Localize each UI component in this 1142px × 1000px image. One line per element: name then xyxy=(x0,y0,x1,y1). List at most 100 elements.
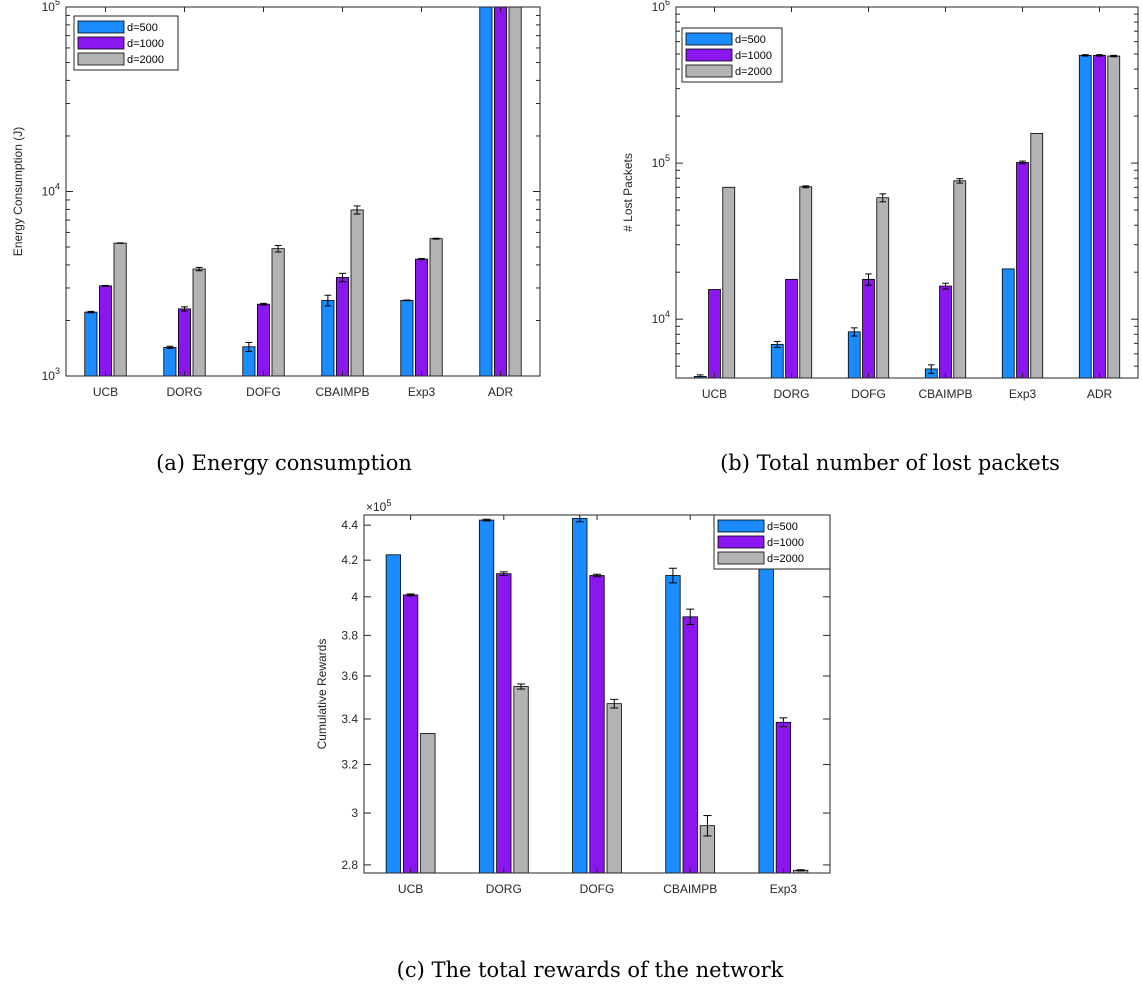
bar-dofg-d1000 xyxy=(256,303,271,377)
error-bar xyxy=(516,683,526,690)
legend: d=500 d=1000 d=2000 xyxy=(681,27,783,83)
x-tick-label: DOFG xyxy=(246,385,281,399)
figure-caption: (a) Energy consumption xyxy=(156,451,412,475)
y-tick-label: 103 xyxy=(42,366,60,383)
error-bar xyxy=(865,273,872,286)
x-tick-label: CBAIMPB xyxy=(663,882,717,896)
y-tick-label: 105 xyxy=(652,153,670,170)
bar-cbaimpb-d1000 xyxy=(335,277,350,377)
bar-cbaimpb-d1000 xyxy=(682,616,698,874)
x-tick-label: DORG xyxy=(167,385,203,399)
legend-swatch xyxy=(77,36,125,50)
legend-entry: d=500 xyxy=(735,34,766,46)
bar-cbaimpb-d1000 xyxy=(939,285,952,379)
bar-exp3-d2000 xyxy=(429,238,443,377)
error-bar xyxy=(796,869,805,872)
y-axis-label: Cumulative Rewards xyxy=(315,639,329,750)
bar-ucb-d1000 xyxy=(98,285,113,377)
error-bar xyxy=(102,284,109,287)
bar-adr-d500 xyxy=(1078,54,1092,379)
x-tick-label: ADR xyxy=(488,385,514,399)
error-bar xyxy=(432,237,440,240)
bar-ucb-d500 xyxy=(84,311,98,377)
legend-swatch xyxy=(717,551,765,565)
chart-cumulative-rewards: UCB DORG DOFG CBAIMPB Exp3 2.8 3 3.2 3.4 3.6 3.8 4 4… xyxy=(315,498,831,982)
y-tick-label: 4.4 xyxy=(341,518,358,532)
bar-exp3-d500 xyxy=(758,555,774,874)
error-bar xyxy=(956,178,964,184)
error-bar xyxy=(850,327,858,337)
bar-adr-d2000 xyxy=(508,6,522,377)
x-tick-label: CBAIMPB xyxy=(315,385,369,399)
bar-dorg-d1000 xyxy=(785,278,798,379)
plot-frame xyxy=(675,6,1139,379)
error-bar xyxy=(245,341,253,352)
error-bar xyxy=(260,302,267,306)
legend-entry: d=2000 xyxy=(767,553,804,565)
y-tick-label: 106 xyxy=(652,0,670,14)
legend-entry: d=500 xyxy=(767,521,798,533)
bar-ucb-d2000 xyxy=(113,242,127,377)
bar-exp3-d500 xyxy=(1001,268,1015,379)
bar-exp3-d2000 xyxy=(1030,132,1044,379)
bar-exp3-d500 xyxy=(400,299,414,377)
bar-adr-d1000 xyxy=(493,6,508,377)
legend: d=500 d=1000 d=2000 xyxy=(713,514,831,570)
error-bar xyxy=(592,573,602,578)
legend-entry: d=1000 xyxy=(767,537,804,549)
y-exponent-label: ×105 xyxy=(366,498,391,514)
legend-entry: d=1000 xyxy=(127,38,164,50)
error-bar xyxy=(1081,54,1089,57)
bar-exp3-d1000 xyxy=(1016,162,1029,379)
figure-caption: (c) The total rewards of the network xyxy=(397,958,784,982)
chart-energy-consumption: UCB DORG DOFG CBAIMPB Exp3 ADR 103 104 105 Energy… xyxy=(11,0,541,475)
error-bar xyxy=(668,567,678,584)
error-bar xyxy=(181,306,188,312)
bar-dorg-d1000 xyxy=(177,308,192,377)
error-bar xyxy=(418,258,425,261)
x-tick-label: DOFG xyxy=(851,387,886,401)
error-bar xyxy=(324,294,332,307)
y-tick-label: 3.4 xyxy=(341,712,358,726)
y-tick-label: 104 xyxy=(42,182,60,199)
bar-ucb-d1000 xyxy=(708,289,721,379)
bar-adr-d1000 xyxy=(1093,54,1106,379)
error-bar xyxy=(195,266,203,272)
bar-dorg-d1000 xyxy=(496,573,512,874)
y-tick-label: 3.8 xyxy=(341,628,358,642)
error-bar xyxy=(927,364,935,374)
figure-caption: (b) Total number of lost packets xyxy=(720,451,1060,475)
error-bar xyxy=(274,244,282,253)
legend-swatch xyxy=(77,52,125,66)
y-tick-label: 3 xyxy=(351,806,358,820)
bar-dorg-d500 xyxy=(163,346,177,377)
bar-dofg-d2000 xyxy=(876,197,890,379)
bar-cbaimpb-d500 xyxy=(321,299,335,377)
x-tick-label: Exp3 xyxy=(1009,387,1037,401)
x-tick-label: ADR xyxy=(1087,387,1113,401)
bar-cbaimpb-d2000 xyxy=(953,180,967,379)
error-bar xyxy=(1019,160,1026,165)
error-bar xyxy=(166,345,174,349)
legend-entry: d=1000 xyxy=(735,50,772,62)
bar-ucb-d2000 xyxy=(722,186,736,379)
bar-dorg-d2000 xyxy=(799,186,813,379)
error-bar xyxy=(403,299,411,302)
bar-dorg-d500 xyxy=(770,343,784,379)
legend-swatch xyxy=(685,32,733,46)
x-tick-label: UCB xyxy=(93,385,118,399)
x-tick-label: DORG xyxy=(486,882,522,896)
chart-lost-packets: UCB DORG DOFG CBAIMPB Exp3 ADR 104 105 106 # Lost… xyxy=(621,0,1139,475)
error-bar xyxy=(482,518,491,522)
legend: d=500 d=1000 d=2000 xyxy=(73,15,179,71)
error-bar xyxy=(703,815,712,837)
error-bar xyxy=(802,185,810,189)
bar-dorg-d2000 xyxy=(513,686,529,874)
bar-dofg-d2000 xyxy=(271,248,285,377)
y-axis-label: # Lost Packets xyxy=(621,153,635,232)
x-tick-label: DOFG xyxy=(580,882,615,896)
y-tick-label: 2.8 xyxy=(341,858,358,872)
bar-cbaimpb-d2000 xyxy=(350,209,364,377)
error-bar xyxy=(87,310,95,314)
